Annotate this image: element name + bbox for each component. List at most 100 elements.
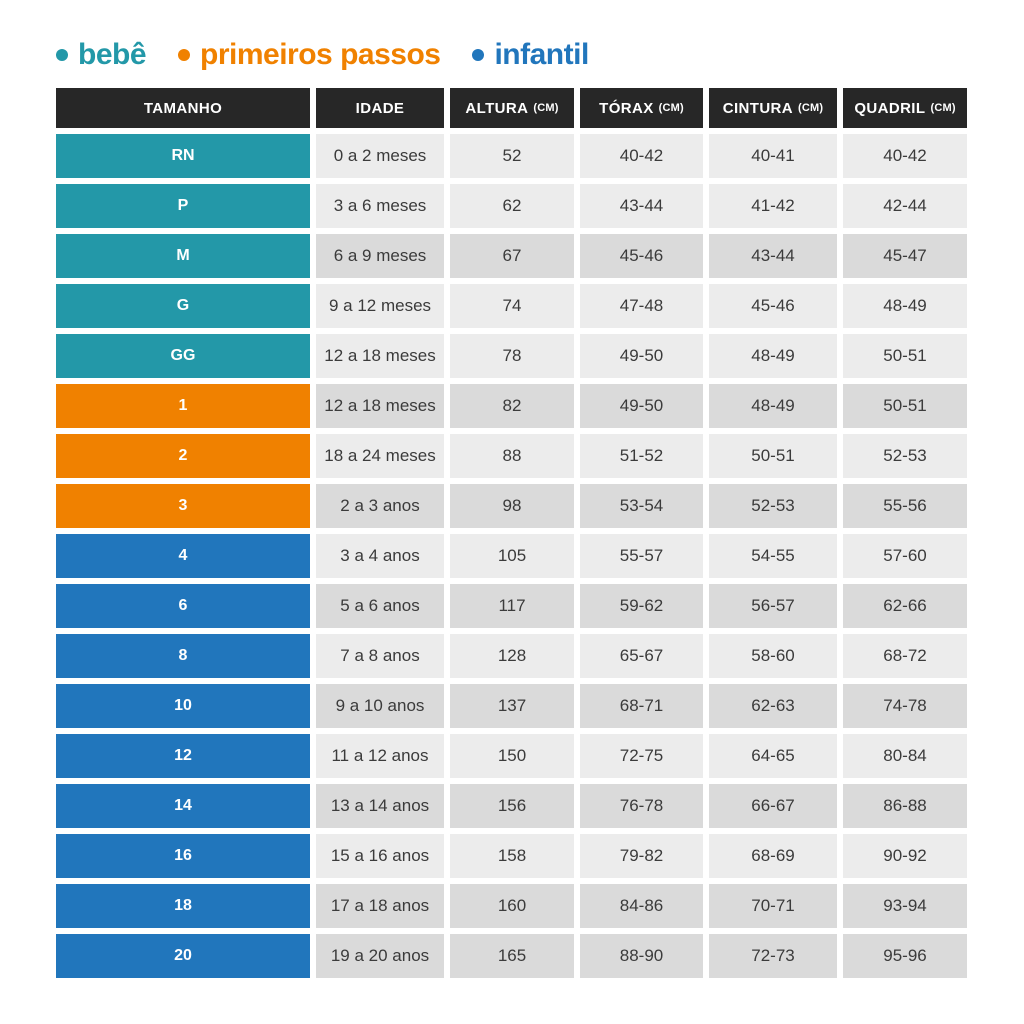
waist-cell: 56-57 [709, 584, 837, 628]
waist-cell: 58-60 [709, 634, 837, 678]
chest-cell: 59-62 [580, 584, 703, 628]
size-cell: 14 [56, 784, 310, 828]
column-header-label: CINTURA [722, 99, 794, 117]
hip-cell: 42-44 [843, 184, 967, 228]
column-header-label: TAMANHO [143, 99, 223, 117]
size-cell: 12 [56, 734, 310, 778]
hip-cell: 86-88 [843, 784, 967, 828]
hip-cell: 45-47 [843, 234, 967, 278]
waist-cell: 72-73 [709, 934, 837, 978]
chest-cell: 43-44 [580, 184, 703, 228]
height-cell: 158 [450, 834, 574, 878]
chest-cell: 51-52 [580, 434, 703, 478]
hip-cell: 62-66 [843, 584, 967, 628]
waist-cell: 64-65 [709, 734, 837, 778]
waist-cell: 66-67 [709, 784, 837, 828]
size-cell: 18 [56, 884, 310, 928]
chest-cell: 53-54 [580, 484, 703, 528]
height-cell: 78 [450, 334, 574, 378]
age-cell: 3 a 4 anos [316, 534, 444, 578]
column-header-unit: (CM) [533, 102, 559, 114]
chest-cell: 49-50 [580, 334, 703, 378]
chest-cell: 76-78 [580, 784, 703, 828]
legend-label: infantil [494, 38, 589, 71]
chest-cell: 47-48 [580, 284, 703, 328]
hip-cell: 90-92 [843, 834, 967, 878]
hip-cell: 74-78 [843, 684, 967, 728]
waist-cell: 70-71 [709, 884, 837, 928]
waist-cell: 54-55 [709, 534, 837, 578]
hip-cell: 93-94 [843, 884, 967, 928]
legend-label: bebê [78, 38, 147, 71]
waist-cell: 62-63 [709, 684, 837, 728]
size-cell: P [56, 184, 310, 228]
height-cell: 165 [450, 934, 574, 978]
height-cell: 82 [450, 384, 574, 428]
height-cell: 160 [450, 884, 574, 928]
age-cell: 9 a 10 anos [316, 684, 444, 728]
column-header-idade: IDADE [316, 88, 444, 128]
hip-cell: 68-72 [843, 634, 967, 678]
legend-bullet-icon [472, 49, 485, 61]
chest-cell: 84-86 [580, 884, 703, 928]
height-cell: 88 [450, 434, 574, 478]
age-cell: 7 a 8 anos [316, 634, 444, 678]
column-header-label: IDADE [355, 99, 405, 117]
legend-label: primeiros passos [200, 38, 441, 71]
age-cell: 13 a 14 anos [316, 784, 444, 828]
column-header-label: ALTURA [465, 99, 529, 117]
hip-cell: 80-84 [843, 734, 967, 778]
age-cell: 15 a 16 anos [316, 834, 444, 878]
column-header-label: TÓRAX [599, 99, 654, 117]
hip-cell: 50-51 [843, 384, 967, 428]
chest-cell: 40-42 [580, 134, 703, 178]
age-cell: 5 a 6 anos [316, 584, 444, 628]
column-header-torax: TÓRAX (CM) [580, 88, 703, 128]
legend-item-bebe: bebê [56, 38, 147, 72]
height-cell: 62 [450, 184, 574, 228]
height-cell: 52 [450, 134, 574, 178]
waist-cell: 48-49 [709, 334, 837, 378]
age-cell: 2 a 3 anos [316, 484, 444, 528]
column-header-cintura: CINTURA (CM) [709, 88, 837, 128]
size-cell: G [56, 284, 310, 328]
waist-cell: 50-51 [709, 434, 837, 478]
hip-cell: 55-56 [843, 484, 967, 528]
size-cell: 10 [56, 684, 310, 728]
age-cell: 12 a 18 meses [316, 334, 444, 378]
size-cell: 1 [56, 384, 310, 428]
height-cell: 128 [450, 634, 574, 678]
chest-cell: 45-46 [580, 234, 703, 278]
chest-cell: 55-57 [580, 534, 703, 578]
hip-cell: 57-60 [843, 534, 967, 578]
waist-cell: 48-49 [709, 384, 837, 428]
column-header-unit: (CM) [930, 102, 956, 114]
waist-cell: 43-44 [709, 234, 837, 278]
height-cell: 105 [450, 534, 574, 578]
age-cell: 3 a 6 meses [316, 184, 444, 228]
size-cell: 8 [56, 634, 310, 678]
hip-cell: 50-51 [843, 334, 967, 378]
column-header-quadril: QUADRIL (CM) [843, 88, 967, 128]
age-cell: 11 a 12 anos [316, 734, 444, 778]
hip-cell: 95-96 [843, 934, 967, 978]
legend-bullet-icon [178, 49, 191, 61]
size-cell: GG [56, 334, 310, 378]
size-cell: 2 [56, 434, 310, 478]
height-cell: 117 [450, 584, 574, 628]
size-cell: RN [56, 134, 310, 178]
hip-cell: 40-42 [843, 134, 967, 178]
age-cell: 18 a 24 meses [316, 434, 444, 478]
chest-cell: 49-50 [580, 384, 703, 428]
column-header-label: QUADRIL [854, 99, 926, 117]
height-cell: 156 [450, 784, 574, 828]
column-header-unit: (CM) [658, 102, 684, 114]
hip-cell: 52-53 [843, 434, 967, 478]
legend-item-primeiros-passos: primeiros passos [178, 38, 441, 72]
waist-cell: 45-46 [709, 284, 837, 328]
height-cell: 74 [450, 284, 574, 328]
column-header-altura: ALTURA (CM) [450, 88, 574, 128]
age-cell: 19 a 20 anos [316, 934, 444, 978]
waist-cell: 68-69 [709, 834, 837, 878]
